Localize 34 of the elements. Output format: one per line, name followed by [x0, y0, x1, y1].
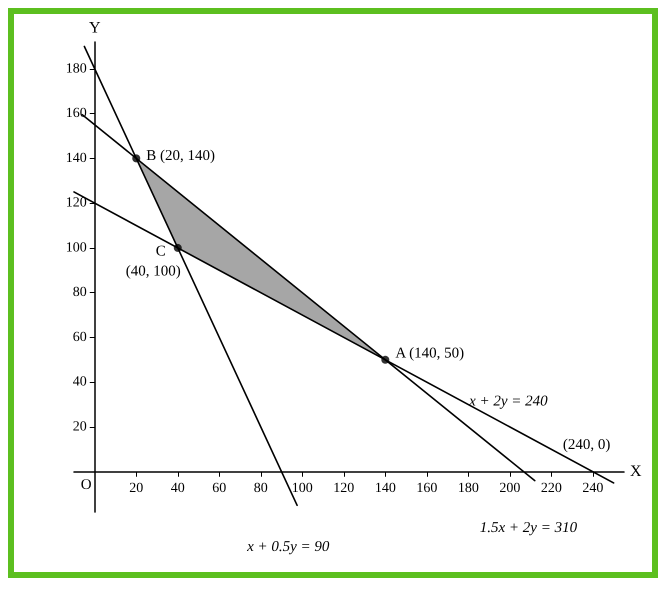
annotation: (40, 100) [126, 263, 181, 280]
y-tick-label: 160 [66, 106, 87, 122]
x-tick-label: 40 [170, 481, 185, 496]
y-tick-label: 40 [72, 374, 87, 390]
x-axis-title: X [630, 463, 642, 480]
y-tick-label: 80 [72, 285, 87, 300]
annotation: C [156, 243, 166, 260]
annotation: x + 0.5y = 90 [246, 538, 330, 555]
point [174, 244, 182, 252]
annotation: O [80, 477, 92, 494]
x-tick-label: 60 [212, 481, 226, 496]
point [132, 154, 140, 162]
annotation: (240, 0) [562, 437, 610, 454]
x-tick-label: 220 [540, 481, 562, 496]
y-tick-label: 20 [72, 419, 87, 434]
y-axis-title: Y [88, 20, 101, 36]
point [381, 356, 390, 364]
y-tick-label: 140 [66, 150, 87, 166]
x-tick-label: 180 [458, 481, 479, 496]
y-tick-label: 120 [66, 196, 87, 211]
x-tick-label: 100 [292, 481, 313, 496]
annotation: B (20, 140) [146, 148, 216, 164]
x-tick-label: 20 [129, 481, 144, 496]
x-tick-label: 240 [582, 481, 604, 496]
y-tick-label: 100 [66, 240, 87, 256]
annotation: A (140, 50) [395, 345, 464, 362]
x-tick-label: 160 [416, 481, 438, 496]
x-tick-label: 80 [254, 481, 268, 496]
annotation: 1.5x + 2y = 310 [480, 520, 578, 536]
x-tick-label: 200 [499, 481, 520, 496]
y-tick-label: 180 [66, 61, 87, 76]
x-tick-label: 140 [374, 481, 396, 496]
x-tick-label: 120 [333, 481, 354, 496]
y-tick-label: 60 [72, 330, 87, 345]
